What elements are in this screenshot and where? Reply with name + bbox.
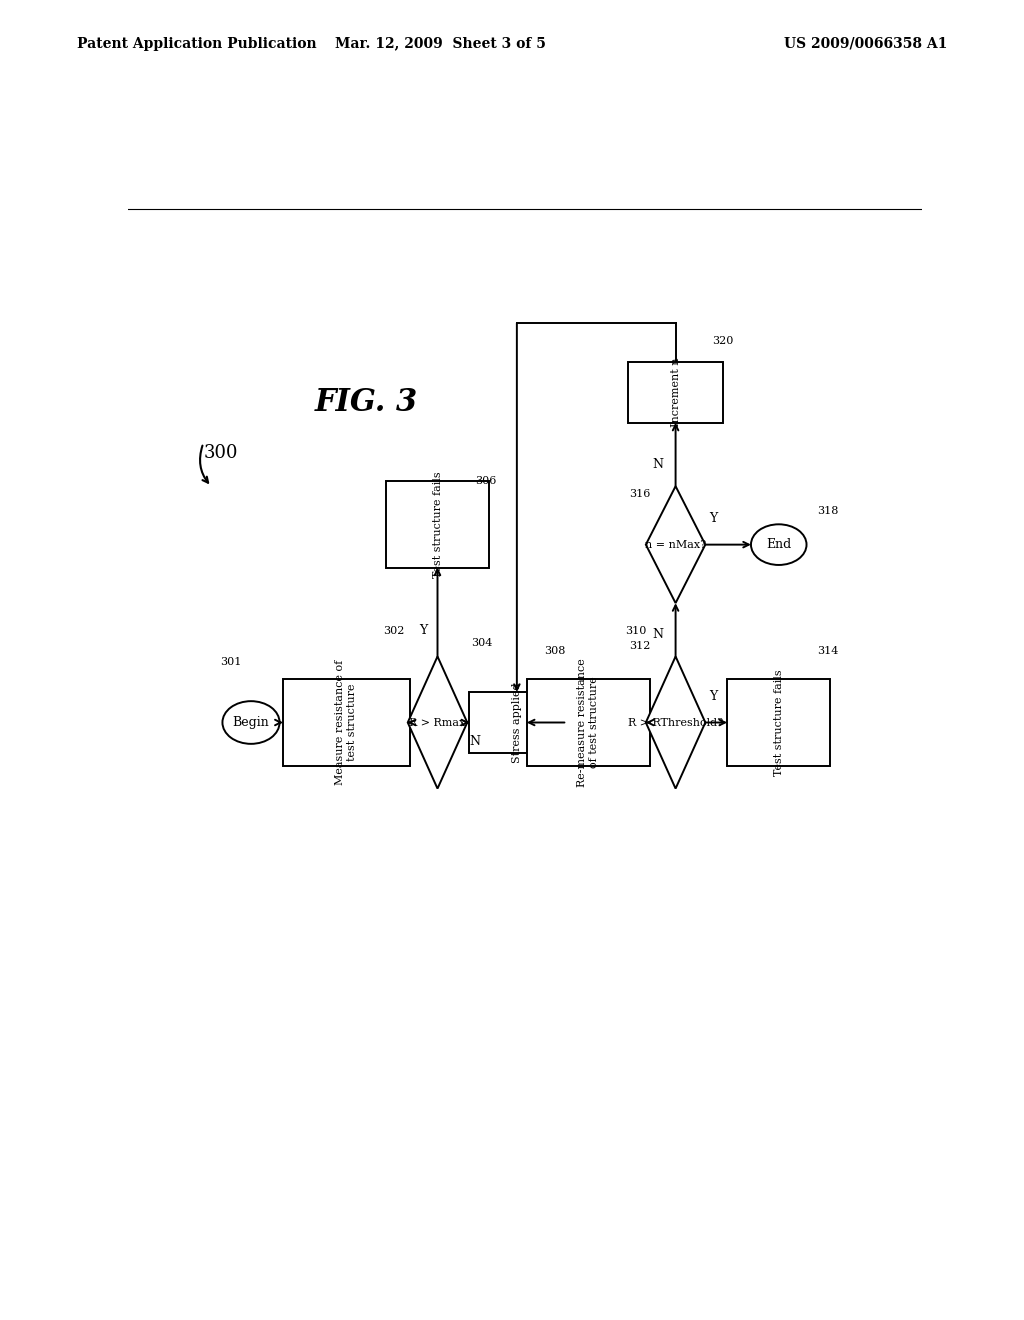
Text: Y: Y	[710, 690, 718, 704]
Bar	[628, 362, 723, 422]
Text: Mar. 12, 2009  Sheet 3 of 5: Mar. 12, 2009 Sheet 3 of 5	[335, 37, 546, 50]
Bar	[727, 680, 830, 766]
Polygon shape	[408, 656, 467, 788]
Text: US 2009/0066358 A1: US 2009/0066358 A1	[783, 37, 947, 50]
Text: R > Rmax: R > Rmax	[410, 718, 466, 727]
Text: Test structure fails: Test structure fails	[774, 669, 783, 776]
Text: 312: 312	[629, 642, 650, 651]
Text: 306: 306	[475, 475, 497, 486]
Text: FIG. 3: FIG. 3	[314, 387, 418, 418]
Text: Measure resistance of
test structure: Measure resistance of test structure	[336, 660, 357, 785]
Text: N: N	[470, 735, 480, 748]
Text: Re-measure resistance
of test structure: Re-measure resistance of test structure	[578, 659, 599, 787]
Text: 302: 302	[384, 626, 404, 636]
Text: 304: 304	[471, 639, 493, 648]
Text: 314: 314	[817, 647, 839, 656]
Text: 300: 300	[204, 444, 238, 462]
Text: Test structure fails: Test structure fails	[432, 471, 442, 578]
Text: Increment n: Increment n	[671, 358, 681, 426]
Bar	[283, 680, 410, 766]
Text: Patent Application Publication: Patent Application Publication	[77, 37, 316, 50]
Ellipse shape	[222, 701, 280, 744]
Text: N: N	[652, 628, 664, 642]
Text: End: End	[766, 539, 792, 552]
Text: Stress applied: Stress applied	[512, 682, 522, 763]
Text: Y: Y	[419, 624, 427, 638]
Text: N: N	[652, 458, 664, 471]
Ellipse shape	[751, 524, 807, 565]
Text: n = nMax?: n = nMax?	[645, 540, 707, 549]
Polygon shape	[646, 486, 706, 603]
Bar	[526, 680, 650, 766]
Text: 310: 310	[625, 626, 646, 636]
Text: 316: 316	[629, 488, 650, 499]
Text: 320: 320	[712, 337, 733, 346]
Text: 318: 318	[817, 506, 839, 516]
Text: R > RThreshold?: R > RThreshold?	[628, 718, 723, 727]
Polygon shape	[646, 656, 706, 788]
Text: 301: 301	[220, 656, 242, 667]
Bar	[386, 480, 489, 568]
Bar	[469, 692, 564, 752]
Text: Y: Y	[710, 512, 718, 525]
Text: Begin: Begin	[232, 715, 269, 729]
Text: 308: 308	[544, 647, 565, 656]
